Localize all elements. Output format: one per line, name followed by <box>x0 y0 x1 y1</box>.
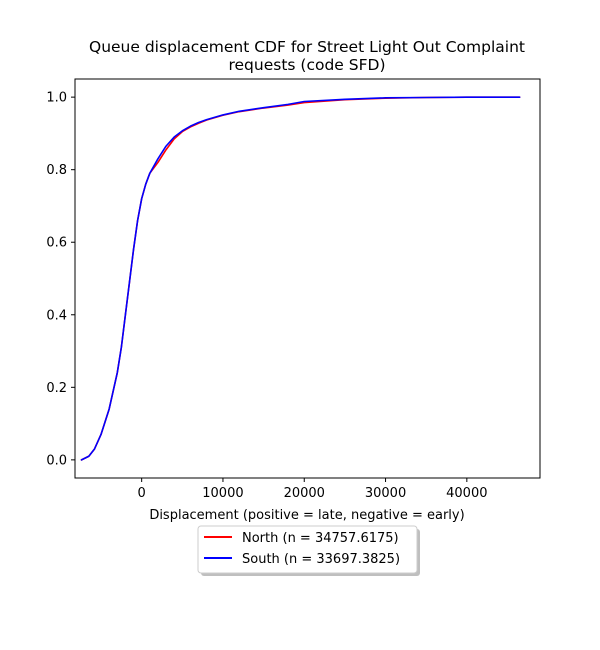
chart-title-line-2: requests (code SFD) <box>228 56 385 74</box>
x-tick-label: 40000 <box>446 486 487 501</box>
legend-label-south: South (n = 33697.3825) <box>242 552 400 567</box>
y-axis-ticks: 0.0 0.2 0.4 0.6 0.8 1.0 <box>46 91 75 468</box>
y-tick-label: 0.2 <box>46 381 67 396</box>
x-axis-label: Displacement (positive = late, negative … <box>149 508 464 523</box>
legend-label-north: North (n = 34757.6175) <box>242 531 399 546</box>
series-layer <box>80 96 521 461</box>
y-tick-label: 0.6 <box>46 236 67 251</box>
series-line-south <box>80 96 521 461</box>
legend-box <box>197 525 418 574</box>
x-axis-ticks: 0 10000 20000 30000 40000 <box>138 478 488 501</box>
y-tick-label: 0.0 <box>46 453 67 468</box>
x-tick-label: 20000 <box>284 486 325 501</box>
x-tick-label: 30000 <box>365 486 406 501</box>
x-tick-label: 0 <box>138 486 146 501</box>
plot-area-frame <box>74 78 541 479</box>
legend: North (n = 34757.6175) South (n = 33697.… <box>197 525 420 576</box>
y-tick-label: 0.4 <box>46 308 67 323</box>
y-tick-label: 1.0 <box>46 91 67 106</box>
x-tick-label: 10000 <box>202 486 243 501</box>
y-tick-label: 0.8 <box>46 163 67 178</box>
chart-title-line-1: Queue displacement CDF for Street Light … <box>89 38 525 56</box>
